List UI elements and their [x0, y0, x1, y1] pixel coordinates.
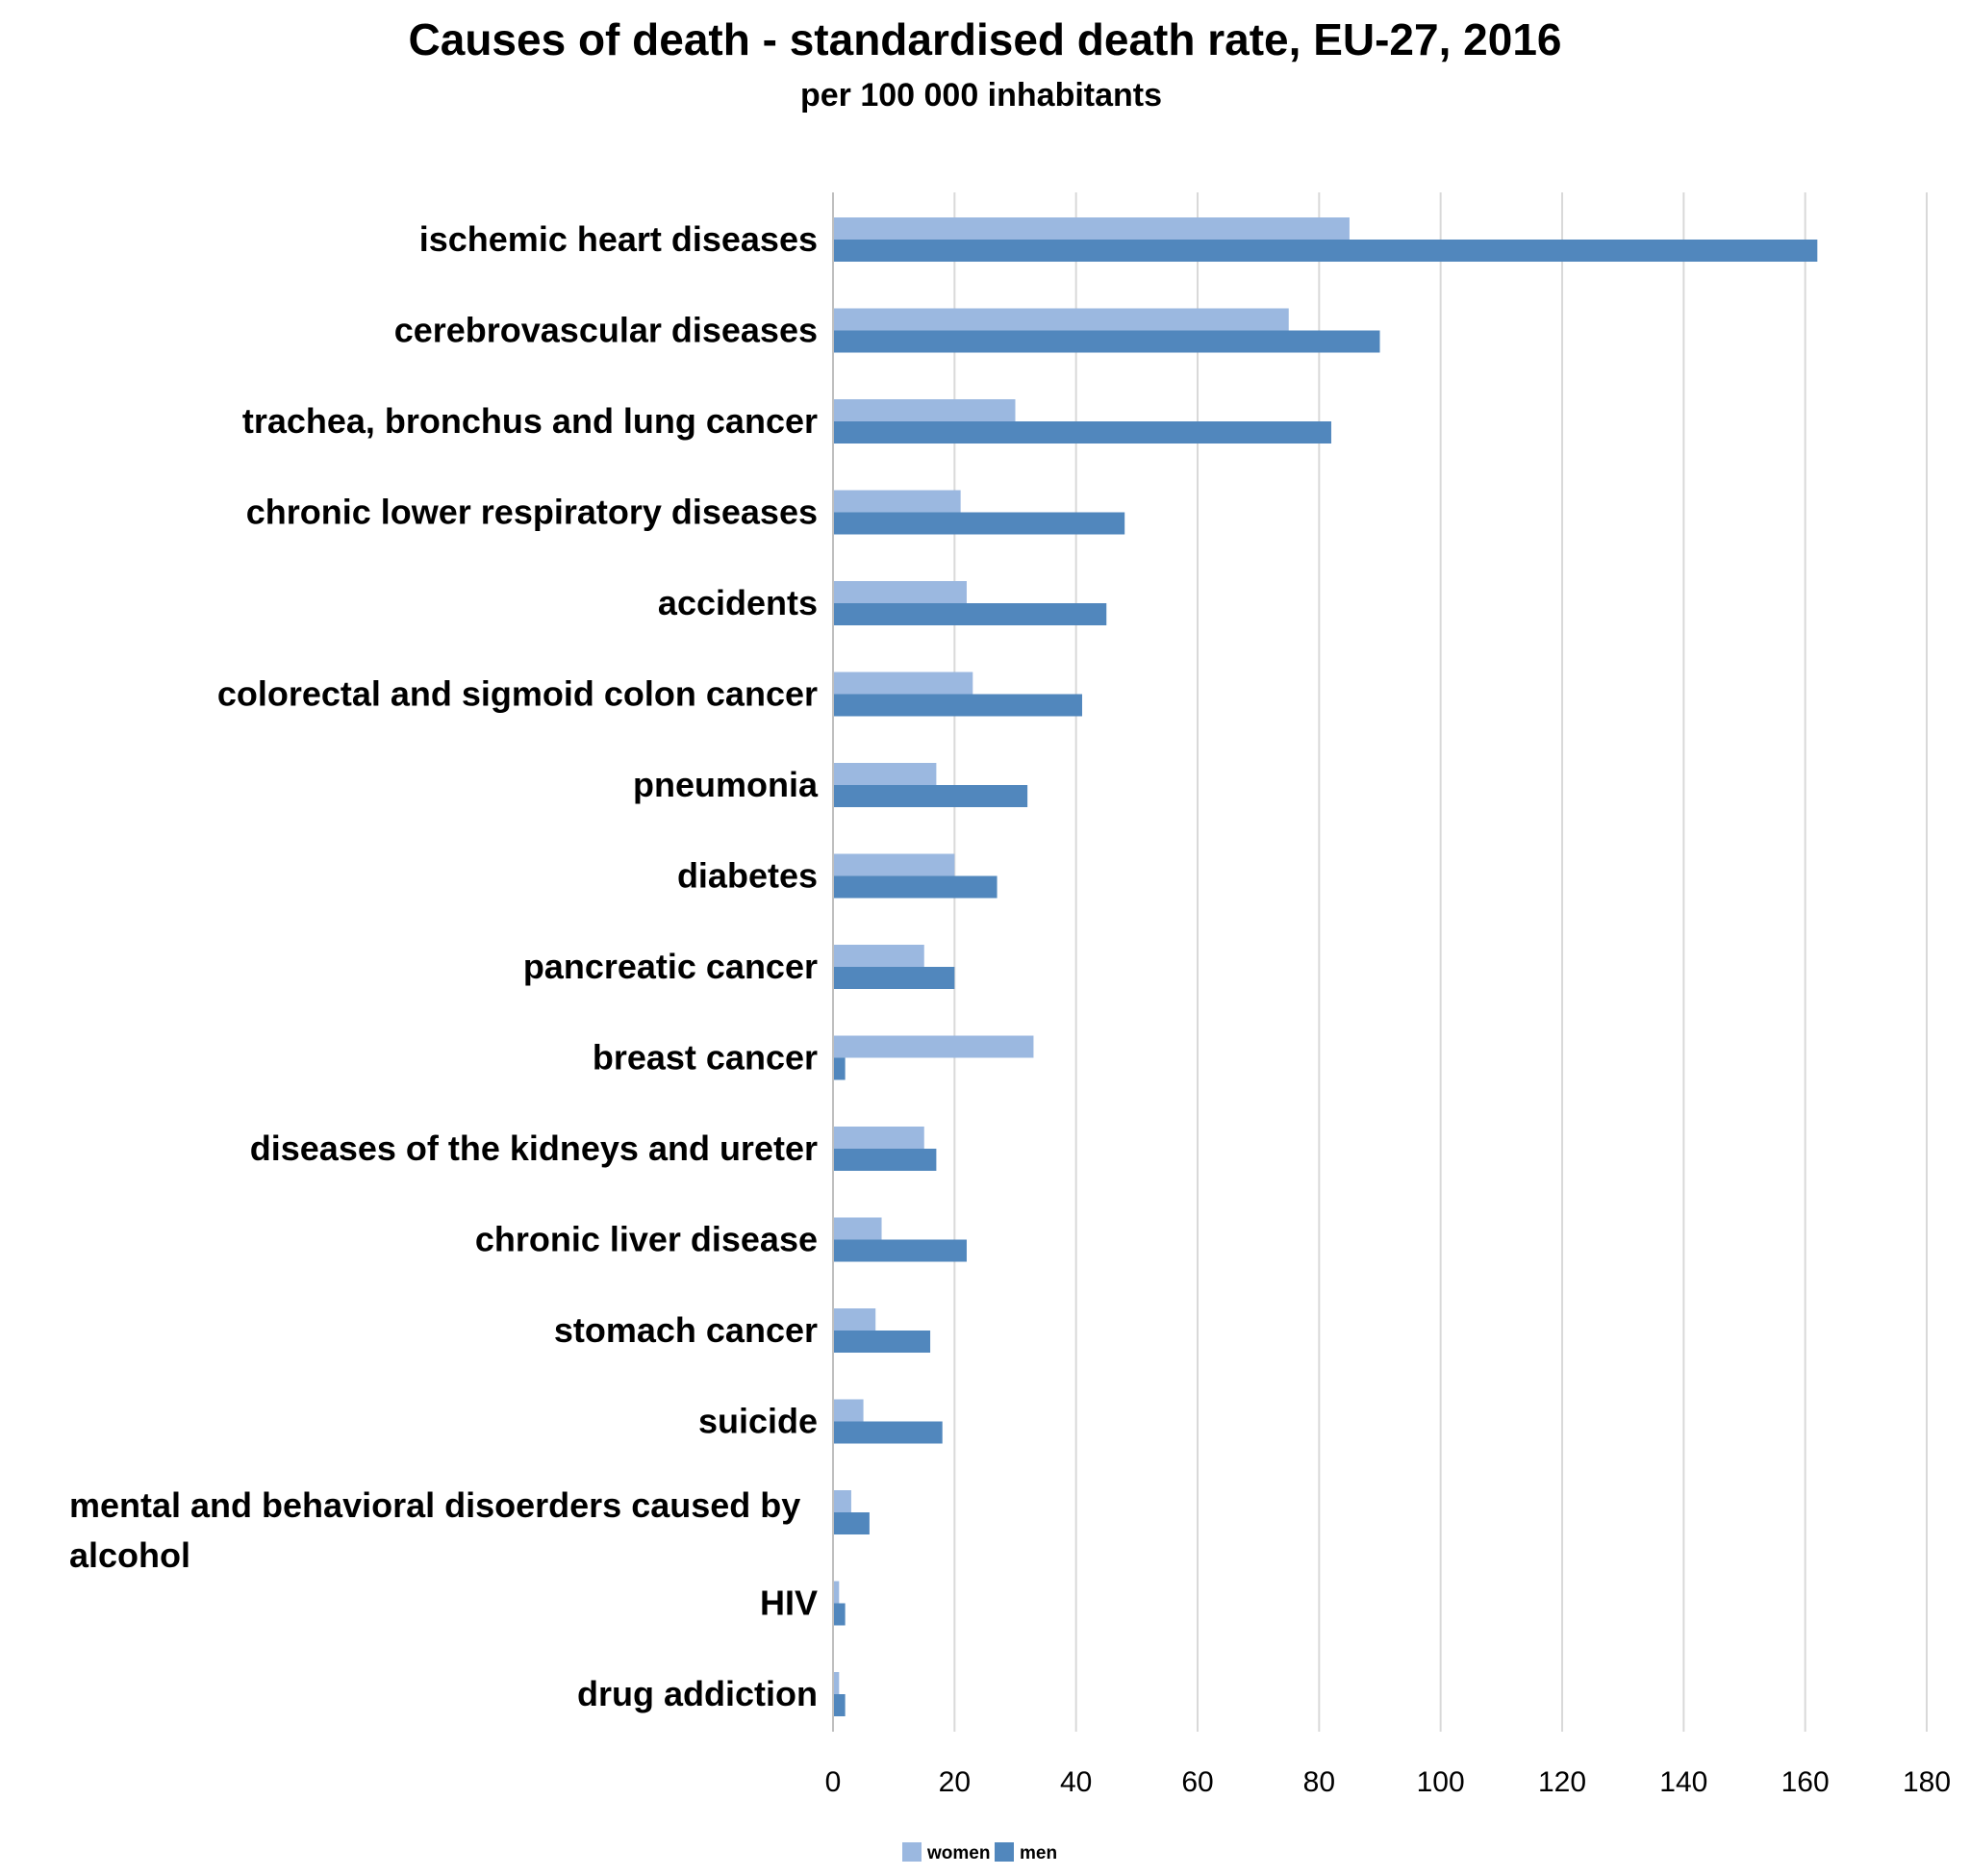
category-label: pneumonia: [633, 765, 819, 804]
category-label: diabetes: [677, 856, 818, 896]
bar-women: [833, 490, 961, 513]
bar-women: [833, 672, 973, 695]
x-tick-label: 180: [1903, 1766, 1951, 1798]
bar-women: [833, 399, 1016, 421]
bar-women: [833, 217, 1350, 240]
bar-women: [833, 1127, 924, 1149]
bar-women: [833, 1217, 882, 1240]
category-label: cerebrovascular diseases: [394, 311, 818, 350]
chart-subtitle: per 100 000 inhabitants: [799, 77, 1163, 114]
legend-label-women: women: [926, 1843, 990, 1863]
legend-swatch-men: [995, 1842, 1014, 1862]
bar-men: [833, 330, 1380, 353]
x-tick-label: 140: [1659, 1766, 1707, 1798]
category-label: HIV: [760, 1584, 818, 1623]
x-tick-label: 60: [1181, 1766, 1213, 1798]
category-label: drug addiction: [577, 1674, 818, 1713]
bar-women: [833, 853, 955, 876]
x-tick-label: 0: [825, 1766, 842, 1798]
bar-men: [833, 1421, 943, 1444]
bar-men: [833, 875, 998, 899]
bar-men: [833, 1694, 846, 1716]
bar-men: [833, 1239, 967, 1262]
category-label: chronic lower respiratory diseases: [246, 493, 818, 532]
bar-men: [833, 240, 1818, 262]
bar-men: [833, 1331, 931, 1353]
bar-men: [833, 967, 955, 989]
x-tick-label: 20: [939, 1766, 971, 1798]
category-label: stomach cancer: [554, 1310, 818, 1350]
x-tick-label: 160: [1781, 1766, 1830, 1798]
gridlines: [953, 192, 1928, 1732]
bar-women: [833, 1490, 851, 1512]
legend-swatch-women: [902, 1842, 922, 1862]
x-tick-label: 40: [1060, 1766, 1092, 1798]
bars: [833, 217, 1818, 1716]
bar-women: [833, 1672, 840, 1694]
bar-women: [833, 581, 967, 603]
category-label: chronic liver disease: [475, 1220, 818, 1259]
bar-men: [833, 1603, 846, 1626]
bar-women: [833, 1308, 876, 1331]
category-label: mental and behavioral disoerders caused …: [69, 1485, 800, 1575]
chart-title: Causes of death - standardised death rat…: [408, 14, 1562, 64]
bar-men: [833, 421, 1331, 444]
bar-men: [833, 785, 1028, 807]
category-label: trachea, bronchus and lung cancer: [242, 401, 818, 441]
x-tick-label: 80: [1303, 1766, 1335, 1798]
bar-women: [833, 763, 937, 785]
legend-label-men: men: [1020, 1843, 1057, 1863]
category-label: breast cancer: [593, 1038, 818, 1077]
bar-men: [833, 1149, 937, 1171]
bar-men: [833, 694, 1082, 717]
bar-men: [833, 512, 1125, 535]
bar-women: [833, 308, 1289, 331]
category-label: accidents: [658, 583, 818, 622]
bar-women: [833, 1581, 840, 1604]
bar-men: [833, 603, 1107, 625]
category-label: suicide: [698, 1402, 818, 1441]
category-labels: ischemic heart diseases cerebrovascular d…: [69, 219, 819, 1713]
x-tick-labels: 0 20 40 60 80 100 120 140 160 180: [825, 1766, 1951, 1798]
x-tick-label: 120: [1538, 1766, 1586, 1798]
legend: women men: [902, 1842, 1057, 1863]
bar-men: [833, 1512, 870, 1534]
category-label: ischemic heart diseases: [419, 219, 818, 259]
bar-men: [833, 1057, 846, 1080]
bar-women: [833, 1035, 1034, 1058]
bar-women: [833, 945, 924, 967]
category-label: pancreatic cancer: [523, 947, 818, 986]
category-label: diseases of the kidneys and ureter: [250, 1128, 818, 1168]
bar-women: [833, 1399, 864, 1422]
category-label: colorectal and sigmoid colon cancer: [217, 674, 818, 714]
x-tick-label: 100: [1417, 1766, 1465, 1798]
